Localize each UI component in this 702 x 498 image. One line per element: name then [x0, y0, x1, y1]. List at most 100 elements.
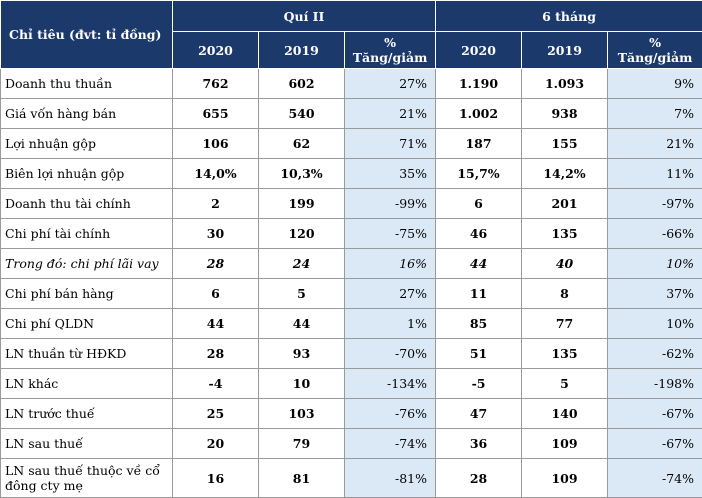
table-row: Doanh thu thuần 762 602 27% 1.190 1.093 …: [1, 69, 702, 99]
q2-2019-value: 5: [259, 279, 345, 309]
h1-2020-value: 85: [436, 309, 522, 339]
q2-change-value: 1%: [345, 309, 436, 339]
h1-2020-value: 46: [436, 219, 522, 249]
q2-2020-value: 655: [173, 99, 259, 129]
h1-2020-header: 2020: [436, 32, 522, 69]
pct-symbol: %: [649, 35, 661, 50]
table-row: Biên lợi nhuận gộp 14,0% 10,3% 35% 15,7%…: [1, 159, 702, 189]
q2-change-value: 35%: [345, 159, 436, 189]
q2-2020-value: 762: [173, 69, 259, 99]
h1-2020-value: 1.002: [436, 99, 522, 129]
q2-2019-header: 2019: [259, 32, 345, 69]
q2-2019-value: 93: [259, 339, 345, 369]
q2-change-value: -134%: [345, 369, 436, 399]
q2-2019-value: 103: [259, 399, 345, 429]
q2-change-value: 16%: [345, 249, 436, 279]
q2-change-value: 27%: [345, 69, 436, 99]
row-label: Trong đó: chi phí lãi vay: [1, 249, 173, 279]
h1-2019-value: 201: [522, 189, 608, 219]
table-row: LN khác -4 10 -134% -5 5 -198%: [1, 369, 702, 399]
q2-change-value: -81%: [345, 459, 436, 498]
h1-change-value: 9%: [608, 69, 702, 99]
h1-change-value: 7%: [608, 99, 702, 129]
q2-2020-header: 2020: [173, 32, 259, 69]
row-label: Giá vốn hàng bán: [1, 99, 173, 129]
pct-label: Tăng/giảm: [618, 50, 693, 65]
q2-2020-value: 16: [173, 459, 259, 498]
h1-2019-value: 109: [522, 459, 608, 498]
row-label: Doanh thu tài chính: [1, 189, 173, 219]
table-row: Chi phí tài chính 30 120 -75% 46 135 -66…: [1, 219, 702, 249]
h1-2020-value: 47: [436, 399, 522, 429]
q2-change-value: 21%: [345, 99, 436, 129]
q2-2020-value: 28: [173, 339, 259, 369]
q2-2020-value: 28: [173, 249, 259, 279]
q2-2019-value: 81: [259, 459, 345, 498]
q2-change-value: -75%: [345, 219, 436, 249]
h1-change-value: 37%: [608, 279, 702, 309]
q2-2019-value: 44: [259, 309, 345, 339]
q2-change-value: -74%: [345, 429, 436, 459]
table-row: Chi phí QLDN 44 44 1% 85 77 10%: [1, 309, 702, 339]
row-label: LN khác: [1, 369, 173, 399]
q2-2019-value: 602: [259, 69, 345, 99]
h1-2020-value: 36: [436, 429, 522, 459]
h1-2019-value: 14,2%: [522, 159, 608, 189]
h1-2019-value: 155: [522, 129, 608, 159]
row-label: Doanh thu thuần: [1, 69, 173, 99]
h1-change-value: -67%: [608, 399, 702, 429]
q2-2020-value: 14,0%: [173, 159, 259, 189]
h1-2020-value: 28: [436, 459, 522, 498]
q2-change-value: -99%: [345, 189, 436, 219]
row-label: Chi phí bán hàng: [1, 279, 173, 309]
q2-2019-value: 62: [259, 129, 345, 159]
q2-2020-value: 25: [173, 399, 259, 429]
table-row: LN sau thuế thuộc về cổ đông cty mẹ 16 8…: [1, 459, 702, 498]
h1-2020-value: 6: [436, 189, 522, 219]
table-row: LN trước thuế 25 103 -76% 47 140 -67%: [1, 399, 702, 429]
h1-2020-value: 187: [436, 129, 522, 159]
row-label: LN sau thuế thuộc về cổ đông cty mẹ: [1, 459, 173, 498]
row-label: LN sau thuế: [1, 429, 173, 459]
pct-label: Tăng/giảm: [353, 50, 428, 65]
q2-2020-value: 30: [173, 219, 259, 249]
h1-2019-value: 5: [522, 369, 608, 399]
h1-2019-value: 109: [522, 429, 608, 459]
h1-2019-value: 1.093: [522, 69, 608, 99]
h1-2020-value: 44: [436, 249, 522, 279]
q2-change-value: 27%: [345, 279, 436, 309]
h1-2020-value: 51: [436, 339, 522, 369]
row-label: Chi phí tài chính: [1, 219, 173, 249]
table-row: Giá vốn hàng bán 655 540 21% 1.002 938 7…: [1, 99, 702, 129]
h1-2019-value: 135: [522, 339, 608, 369]
q2-2019-value: 79: [259, 429, 345, 459]
q2-2020-value: 2: [173, 189, 259, 219]
h1-change-value: 11%: [608, 159, 702, 189]
q2-2020-value: 106: [173, 129, 259, 159]
q2-2019-value: 24: [259, 249, 345, 279]
h1-2019-value: 40: [522, 249, 608, 279]
q2-2020-value: -4: [173, 369, 259, 399]
h1-2019-value: 135: [522, 219, 608, 249]
h1-2019-header: 2019: [522, 32, 608, 69]
h1-2019-value: 140: [522, 399, 608, 429]
h1-2019-value: 938: [522, 99, 608, 129]
h1-change-value: 10%: [608, 309, 702, 339]
pct-symbol: %: [384, 35, 396, 50]
q2-2019-value: 199: [259, 189, 345, 219]
h1-change-header: %Tăng/giảm: [608, 32, 702, 69]
table-row: LN sau thuế 20 79 -74% 36 109 -67%: [1, 429, 702, 459]
h1-2019-value: 77: [522, 309, 608, 339]
h1-2020-value: 1.190: [436, 69, 522, 99]
h1-2019-value: 8: [522, 279, 608, 309]
six-month-group-header: 6 tháng: [436, 1, 702, 32]
h1-2020-value: 11: [436, 279, 522, 309]
indicator-column-header: Chỉ tiêu (đvt: tỉ đồng): [1, 1, 173, 69]
row-label: LN trước thuế: [1, 399, 173, 429]
q2-change-value: -76%: [345, 399, 436, 429]
h1-change-value: 21%: [608, 129, 702, 159]
q2-2019-value: 10,3%: [259, 159, 345, 189]
row-label: LN thuần từ HĐKD: [1, 339, 173, 369]
q2-change-header: %Tăng/giảm: [345, 32, 436, 69]
